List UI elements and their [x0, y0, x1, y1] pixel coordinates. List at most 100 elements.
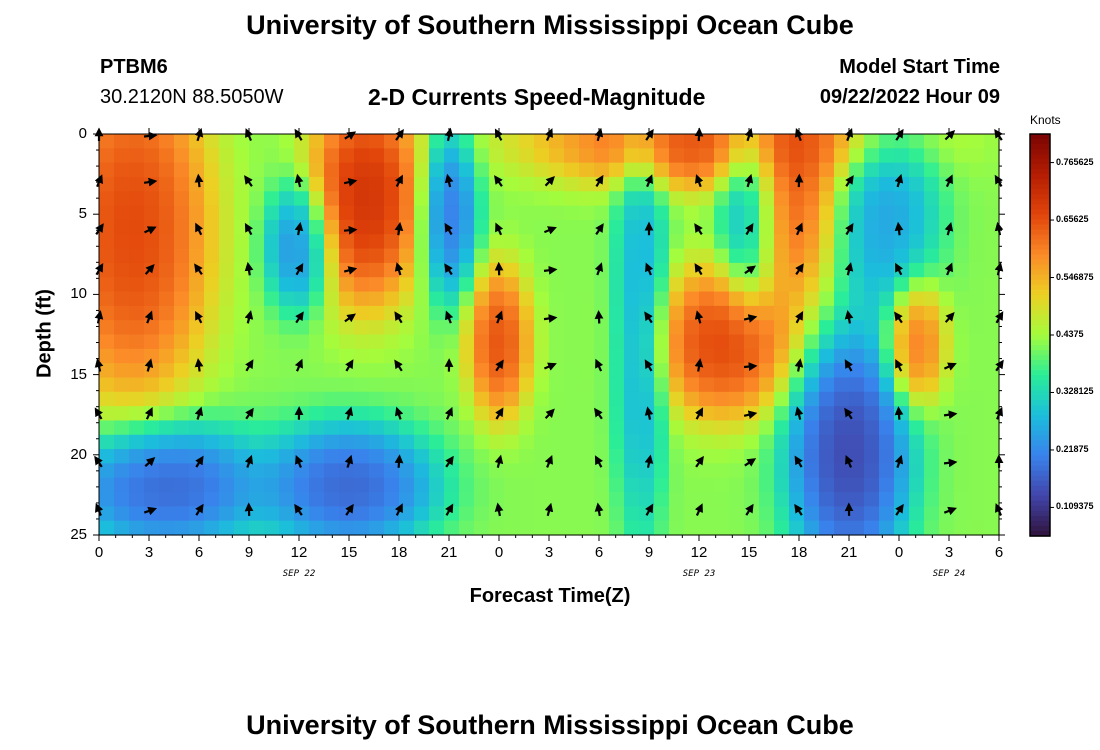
heatmap-cell [774, 377, 790, 393]
heatmap-cell [924, 391, 940, 407]
colorbar-segment [1030, 390, 1050, 396]
heatmap-cell [699, 134, 715, 149]
current-arrow [495, 359, 504, 372]
heatmap-cell [504, 191, 520, 207]
heatmap-cell [594, 449, 610, 464]
heatmap-cell [924, 406, 940, 422]
heatmap-cell [99, 277, 115, 293]
heatmap-cell [159, 219, 175, 235]
heatmap-cell [474, 291, 490, 307]
heatmap-cell [969, 262, 985, 278]
heatmap-cell [969, 377, 985, 393]
heatmap-cell [144, 520, 160, 536]
heatmap-cell [639, 162, 655, 178]
heatmap-cell [309, 248, 325, 264]
heatmap-cell [189, 134, 205, 149]
heatmap-cell [339, 334, 355, 350]
heatmap-cell [369, 334, 385, 350]
colorbar-segment [1030, 314, 1050, 321]
heatmap-cell [834, 148, 850, 164]
heatmap-cell [879, 363, 895, 379]
heatmap-cell [774, 348, 790, 364]
heatmap-cell [384, 234, 400, 250]
heatmap-cell [264, 234, 280, 250]
current-arrow [143, 177, 158, 187]
heatmap-cell [954, 492, 970, 507]
heatmap-cell [159, 320, 175, 336]
heatmap-cell [819, 277, 835, 293]
heatmap-cell [369, 520, 385, 536]
heatmap-cell [789, 363, 805, 379]
heatmap-cell [204, 420, 220, 436]
current-arrow [543, 362, 557, 371]
date-label: SEP 24 [932, 569, 966, 579]
heatmap-cell [714, 248, 730, 264]
current-arrow [494, 128, 503, 141]
colorbar-segment [1030, 269, 1050, 276]
heatmap-cell [264, 277, 280, 293]
heatmap-cell [324, 219, 340, 235]
current-arrow [195, 222, 204, 236]
heatmap-cell [414, 134, 430, 149]
heatmap-cell [519, 363, 535, 379]
heatmap-cell [714, 334, 730, 350]
heatmap-cell [114, 205, 130, 221]
current-arrow [745, 503, 754, 516]
heatmap-cell [279, 334, 295, 350]
heatmap-cell [114, 449, 130, 464]
colorbar-segment [1030, 445, 1050, 452]
heatmap-cell [354, 520, 370, 536]
heatmap-cell [939, 492, 955, 507]
heatmap-cell [534, 191, 550, 207]
colorbar-segment [1030, 239, 1050, 246]
heatmap-cell [549, 492, 565, 507]
heatmap-cell [414, 391, 430, 407]
heatmap-cell [909, 176, 925, 192]
heatmap-cell [564, 162, 580, 178]
heatmap-cell [429, 191, 445, 207]
heatmap-cell [699, 248, 715, 264]
heatmap-cell [174, 420, 190, 436]
heatmap-cell [624, 506, 640, 522]
colorbar-segment [1030, 355, 1050, 361]
heatmap-cell [624, 320, 640, 336]
heatmap-cell [249, 191, 265, 207]
heatmap-cell [534, 148, 550, 164]
heatmap-cell [804, 477, 820, 493]
heatmap-cell [894, 248, 910, 264]
heatmap-cell [594, 148, 610, 164]
heatmap-cell [489, 262, 505, 278]
heatmap-cell [594, 234, 610, 250]
heatmap-cell [744, 176, 760, 192]
heatmap-cell [399, 391, 415, 407]
current-arrow [343, 177, 358, 187]
current-arrow [644, 406, 654, 420]
heatmap-cell [369, 176, 385, 192]
heatmap-cell [699, 162, 715, 178]
heatmap-cell [879, 219, 895, 235]
heatmap-cell [564, 176, 580, 192]
heatmap-cell [549, 320, 565, 336]
heatmap-cell [789, 262, 805, 278]
heatmap-cell [429, 463, 445, 479]
heatmap-cell [504, 205, 520, 221]
current-arrow [644, 174, 653, 188]
heatmap-cell [519, 348, 535, 364]
heatmap-cell [504, 492, 520, 507]
current-arrow [194, 358, 204, 372]
heatmap-cell [249, 420, 265, 436]
heatmap-cell [879, 148, 895, 164]
heatmap-cell [729, 248, 745, 264]
heatmap-cell [669, 449, 685, 464]
heatmap-cell [789, 291, 805, 307]
heatmap-cell [864, 205, 880, 221]
current-arrow [294, 358, 303, 372]
current-arrow [695, 407, 704, 420]
colorbar-segment [1030, 425, 1050, 432]
heatmap-cell [984, 520, 1000, 536]
current-arrow [344, 454, 354, 468]
heatmap-cell [219, 477, 235, 493]
heatmap-cell [489, 162, 505, 178]
current-arrow [895, 358, 904, 372]
heatmap-cell [489, 391, 505, 407]
